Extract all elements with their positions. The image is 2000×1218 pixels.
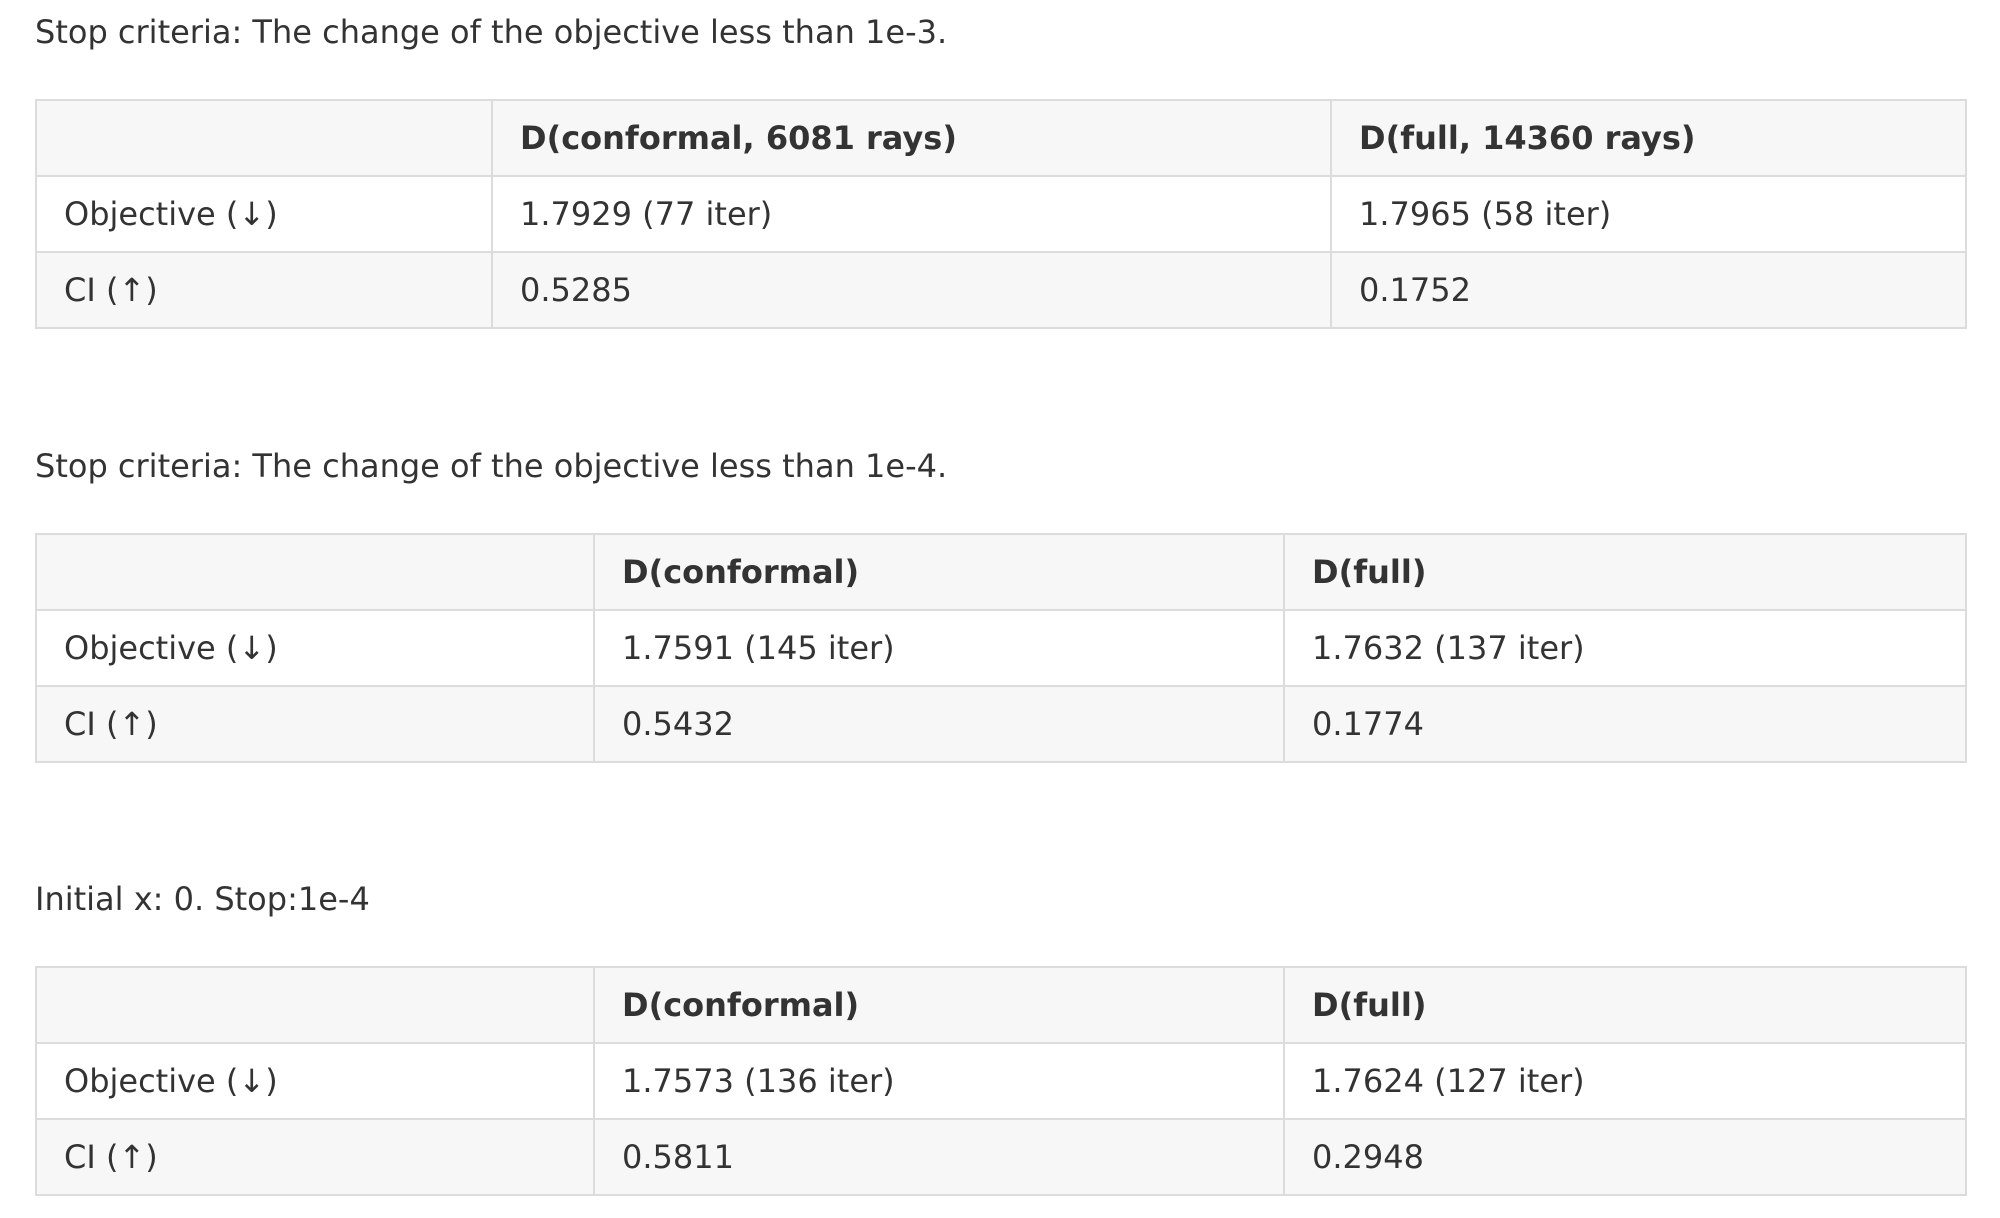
header-cell-conformal: D(conformal) [593, 966, 1285, 1044]
header-cell-conformal: D(conformal) [593, 533, 1285, 611]
results-table: D(conformal) D(full) Objective (↓) 1.759… [35, 533, 1967, 763]
table-row: Objective (↓) 1.7929 (77 iter) 1.7965 (5… [35, 175, 1967, 253]
header-cell-full: D(full, 14360 rays) [1330, 99, 1967, 177]
header-cell-empty [35, 533, 595, 611]
row-label: Objective (↓) [35, 1042, 595, 1120]
table-row: Objective (↓) 1.7573 (136 iter) 1.7624 (… [35, 1042, 1967, 1120]
row-label: CI (↑) [35, 1118, 595, 1196]
table-row: CI (↑) 0.5811 0.2948 [35, 1118, 1967, 1196]
table-header-row: D(conformal) D(full) [35, 533, 1967, 611]
table-cell: 1.7591 (145 iter) [593, 609, 1285, 687]
table-row: Objective (↓) 1.7591 (145 iter) 1.7632 (… [35, 609, 1967, 687]
table-cell: 1.7632 (137 iter) [1283, 609, 1967, 687]
section-caption: Stop criteria: The change of the objecti… [35, 447, 948, 485]
section-caption: Initial x: 0. Stop:1e-4 [35, 880, 370, 918]
table-cell: 0.5432 [593, 685, 1285, 763]
results-table: D(conformal) D(full) Objective (↓) 1.757… [35, 966, 1967, 1196]
table-row: CI (↑) 0.5432 0.1774 [35, 685, 1967, 763]
row-label: CI (↑) [35, 685, 595, 763]
header-cell-full: D(full) [1283, 966, 1967, 1044]
results-table: D(conformal, 6081 rays) D(full, 14360 ra… [35, 99, 1967, 329]
table-header-row: D(conformal) D(full) [35, 966, 1967, 1044]
header-cell-empty [35, 966, 595, 1044]
row-label: CI (↑) [35, 251, 493, 329]
table-cell: 0.1774 [1283, 685, 1967, 763]
results-section-3: Initial x: 0. Stop:1e-4 D(conformal) D(f… [35, 879, 1967, 1196]
table-cell: 0.5285 [491, 251, 1332, 329]
results-section-1: Stop criteria: The change of the objecti… [35, 12, 1967, 329]
header-cell-empty [35, 99, 493, 177]
table-cell: 1.7624 (127 iter) [1283, 1042, 1967, 1120]
section-caption: Stop criteria: The change of the objecti… [35, 13, 948, 51]
table-cell: 1.7573 (136 iter) [593, 1042, 1285, 1120]
header-cell-conformal: D(conformal, 6081 rays) [491, 99, 1332, 177]
table-header-row: D(conformal, 6081 rays) D(full, 14360 ra… [35, 99, 1967, 177]
table-cell: 1.7965 (58 iter) [1330, 175, 1967, 253]
table-cell: 0.5811 [593, 1118, 1285, 1196]
results-section-2: Stop criteria: The change of the objecti… [35, 446, 1967, 763]
table-cell: 1.7929 (77 iter) [491, 175, 1332, 253]
table-cell: 0.1752 [1330, 251, 1967, 329]
row-label: Objective (↓) [35, 609, 595, 687]
row-label: Objective (↓) [35, 175, 493, 253]
table-cell: 0.2948 [1283, 1118, 1967, 1196]
table-row: CI (↑) 0.5285 0.1752 [35, 251, 1967, 329]
header-cell-full: D(full) [1283, 533, 1967, 611]
